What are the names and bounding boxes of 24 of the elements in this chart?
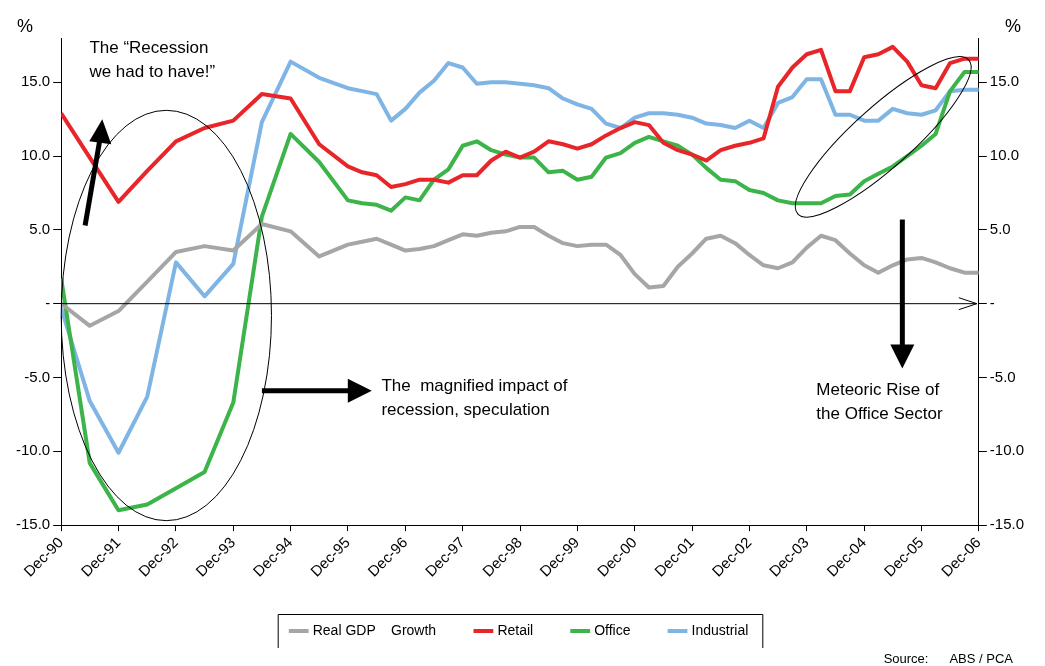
- y-axis-title: %: [16, 15, 34, 36]
- y2-tick-label: -10.0: [989, 441, 1025, 459]
- annotation: The “Recession we had to have!”: [88, 37, 216, 81]
- y2-tick-label: 5.0: [989, 220, 1011, 238]
- y2-tick-label: -: [989, 293, 995, 311]
- y2-axis-title: %: [1004, 15, 1022, 36]
- y2-tick-label: 15.0: [989, 72, 1020, 90]
- y2-tick-label: -5.0: [989, 367, 1016, 385]
- y-tick-label: -10.0: [15, 441, 51, 459]
- y-tick-label: 15.0: [20, 72, 51, 90]
- y-tick-label: -: [45, 293, 51, 311]
- annotation: Meteoric Rise of the Office Sector: [816, 380, 943, 424]
- y-tick-label: -15.0: [15, 515, 51, 533]
- source-note: Source: ABS / PCA: [883, 651, 1013, 666]
- legend-label: Retail: [497, 621, 534, 638]
- y-tick-label: 10.0: [20, 146, 51, 164]
- annotation: The magnified impact of recession, speculation: [381, 375, 568, 419]
- y-tick-label: -5.0: [24, 367, 51, 385]
- y2-tick-label: 10.0: [989, 146, 1020, 164]
- legend-label: Industrial: [691, 621, 749, 638]
- y2-tick-label: -15.0: [989, 515, 1025, 533]
- legend-label: Office: [594, 621, 631, 638]
- y-tick-label: 5.0: [29, 220, 51, 238]
- legend-label: Real GDP Growth: [312, 621, 437, 638]
